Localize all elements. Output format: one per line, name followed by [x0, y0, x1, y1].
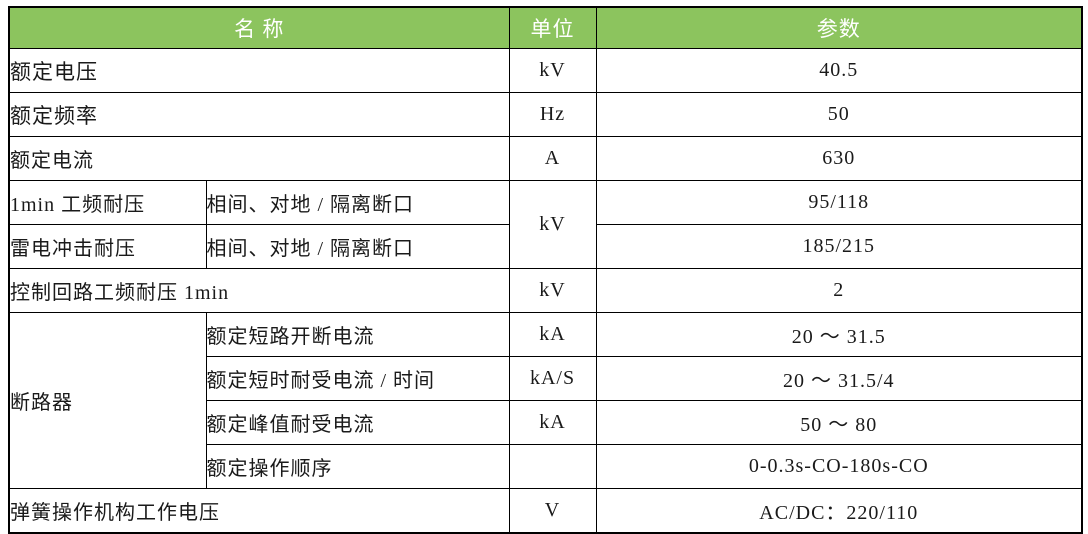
param-cell: 50 ～ 80 [595, 400, 1083, 445]
param-cell: 50 [595, 92, 1083, 137]
table-row: 额定峰值耐受电流 kA 50 ～ 80 [9, 400, 1083, 445]
sub-name-cell: 额定操作顺序 [205, 444, 510, 489]
unit-cell-empty [508, 444, 597, 489]
unit-cell: kV [508, 48, 597, 93]
unit-cell: kA/S [508, 356, 597, 401]
param-cell: 20 ～ 31.5 [595, 312, 1083, 357]
name-cell: 额定电流 [8, 136, 510, 181]
sub-name-cell: 相间、对地 / 隔离断口 [205, 224, 510, 269]
group-cell-breaker: 断路器 [8, 312, 207, 489]
name-cell: 雷电冲击耐压 [8, 224, 207, 269]
table-row: 断路器 额定短路开断电流 kA 20 ～ 31.5 [8, 312, 1083, 489]
param-cell: 185/215 [595, 224, 1083, 269]
header-param: 参数 [595, 6, 1083, 49]
table-row: 额定电流 A 630 [8, 136, 1083, 181]
unit-cell-merged: kV [508, 180, 597, 269]
sub-name-cell: 额定峰值耐受电流 [205, 400, 510, 445]
name-cell: 额定频率 [8, 92, 510, 137]
table-row: 额定电压 kV 40.5 [8, 48, 1083, 93]
name-cell: 控制回路工频耐压 1min [8, 268, 510, 313]
unit-cell: kV [508, 268, 597, 313]
param-cell: 0-0.3s-CO-180s-CO [595, 444, 1083, 489]
param-cell: 20 ～ 31.5/4 [595, 356, 1083, 401]
param-cell: 2 [595, 268, 1083, 313]
sub-name-cell: 相间、对地 / 隔离断口 [205, 180, 510, 225]
unit-cell: A [508, 136, 597, 181]
table-row: 弹簧操作机构工作电压 V AC/DC：220/110 [8, 488, 1083, 533]
param-cell: 95/118 [595, 180, 1083, 225]
param-cell: AC/DC：220/110 [595, 488, 1083, 533]
table-row: 额定频率 Hz 50 [8, 92, 1083, 137]
header-row: 名 称 单位 参数 [8, 6, 1083, 49]
name-cell: 额定电压 [8, 48, 510, 93]
sub-name-cell: 额定短路开断电流 [205, 312, 510, 357]
sub-name-cell: 额定短时耐受电流 / 时间 [205, 356, 510, 401]
table-row: 1min 工频耐压 相间、对地 / 隔离断口 kV 95/118 [8, 180, 1083, 269]
name-cell: 弹簧操作机构工作电压 [8, 488, 510, 533]
header-name: 名 称 [8, 6, 510, 49]
table-row: 控制回路工频耐压 1min kV 2 [8, 268, 1083, 313]
param-cell: 630 [595, 136, 1083, 181]
spec-table: 名 称 单位 参数 额定电压 kV 40.5 额定频率 Hz 50 额定电流 A… [8, 6, 1083, 534]
unit-cell: kA [508, 400, 597, 445]
table-row: 雷电冲击耐压 相间、对地 / 隔离断口 185/215 [8, 224, 1083, 269]
param-cell: 40.5 [595, 48, 1083, 93]
header-unit: 单位 [508, 6, 597, 49]
table-row: 额定短时耐受电流 / 时间 kA/S 20 ～ 31.5/4 [9, 356, 1083, 401]
table-row: 额定操作顺序 0-0.3s-CO-180s-CO [9, 444, 1083, 489]
unit-cell: kA [508, 312, 597, 357]
unit-cell: V [508, 488, 597, 533]
name-cell: 1min 工频耐压 [8, 180, 207, 225]
unit-cell: Hz [508, 92, 597, 137]
